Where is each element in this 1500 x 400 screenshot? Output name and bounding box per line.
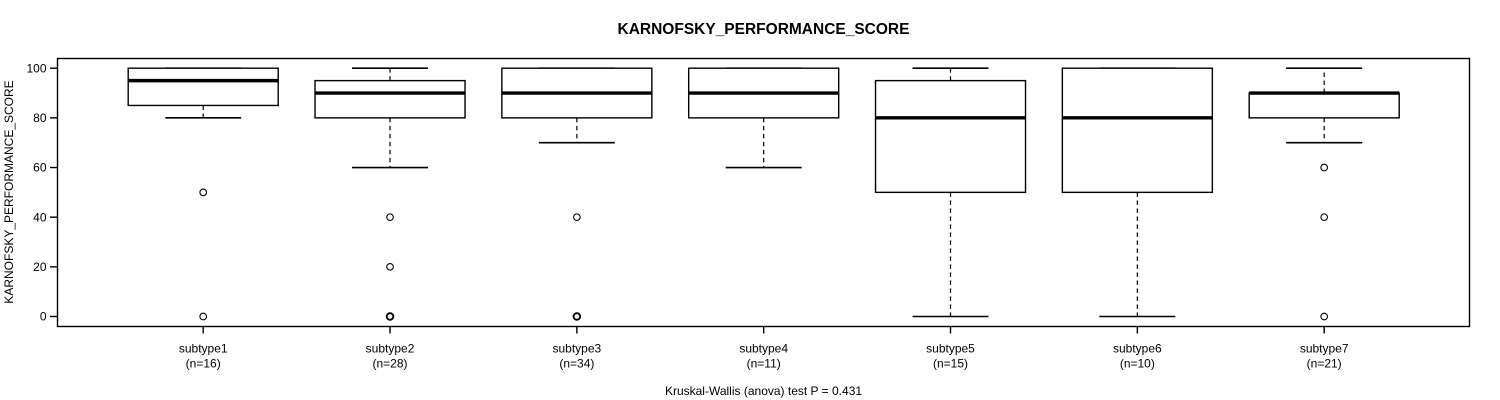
outlier-point [386,262,394,271]
group-sublabel: (n=16) [186,357,221,371]
iqr-box [874,79,1027,194]
iqr-box [1248,92,1400,119]
group-sublabel: (n=21) [1307,357,1342,371]
outlier-point [1320,163,1329,172]
group-label: subtype5 [926,342,975,356]
outlier-point [199,312,208,321]
group-label: subtype4 [739,342,788,356]
chart-title: KARNOFSKY_PERFORMANCE_SCORE [618,21,910,38]
iqr-box [314,79,466,119]
group-sublabel: (n=28) [373,357,408,371]
group-sublabel: (n=15) [933,357,968,371]
outlier-point [1320,312,1329,321]
outlier-point [572,312,582,321]
group-label: subtype2 [366,342,415,356]
outlier-point [1320,213,1329,222]
outlier-point [573,213,581,222]
outlier-point [386,213,394,222]
y-tick-label: 40 [33,210,47,224]
y-tick-label: 20 [33,260,47,274]
y-tick-label: 100 [26,61,46,75]
y-tick-label: 60 [33,161,47,175]
iqr-box [1061,67,1214,194]
y-tick-label: 80 [33,111,47,125]
y-axis-label: KARNOFSKY_PERFORMANCE_SCORE [2,80,16,303]
group-sublabel: (n=11) [747,357,781,371]
outlier-point [199,188,208,197]
y-tick-label: 0 [40,310,47,324]
group-label: subtype6 [1113,342,1162,356]
iqr-box [127,67,279,107]
outlier-point [385,312,395,321]
group-label: subtype1 [179,342,228,356]
group-sublabel: (n=34) [559,357,594,371]
group-label: subtype3 [553,342,602,356]
chart-footer: Kruskal-Wallis (anova) test P = 0.431 [665,384,862,398]
group-sublabel: (n=10) [1120,357,1155,371]
group-label: subtype7 [1300,342,1349,356]
